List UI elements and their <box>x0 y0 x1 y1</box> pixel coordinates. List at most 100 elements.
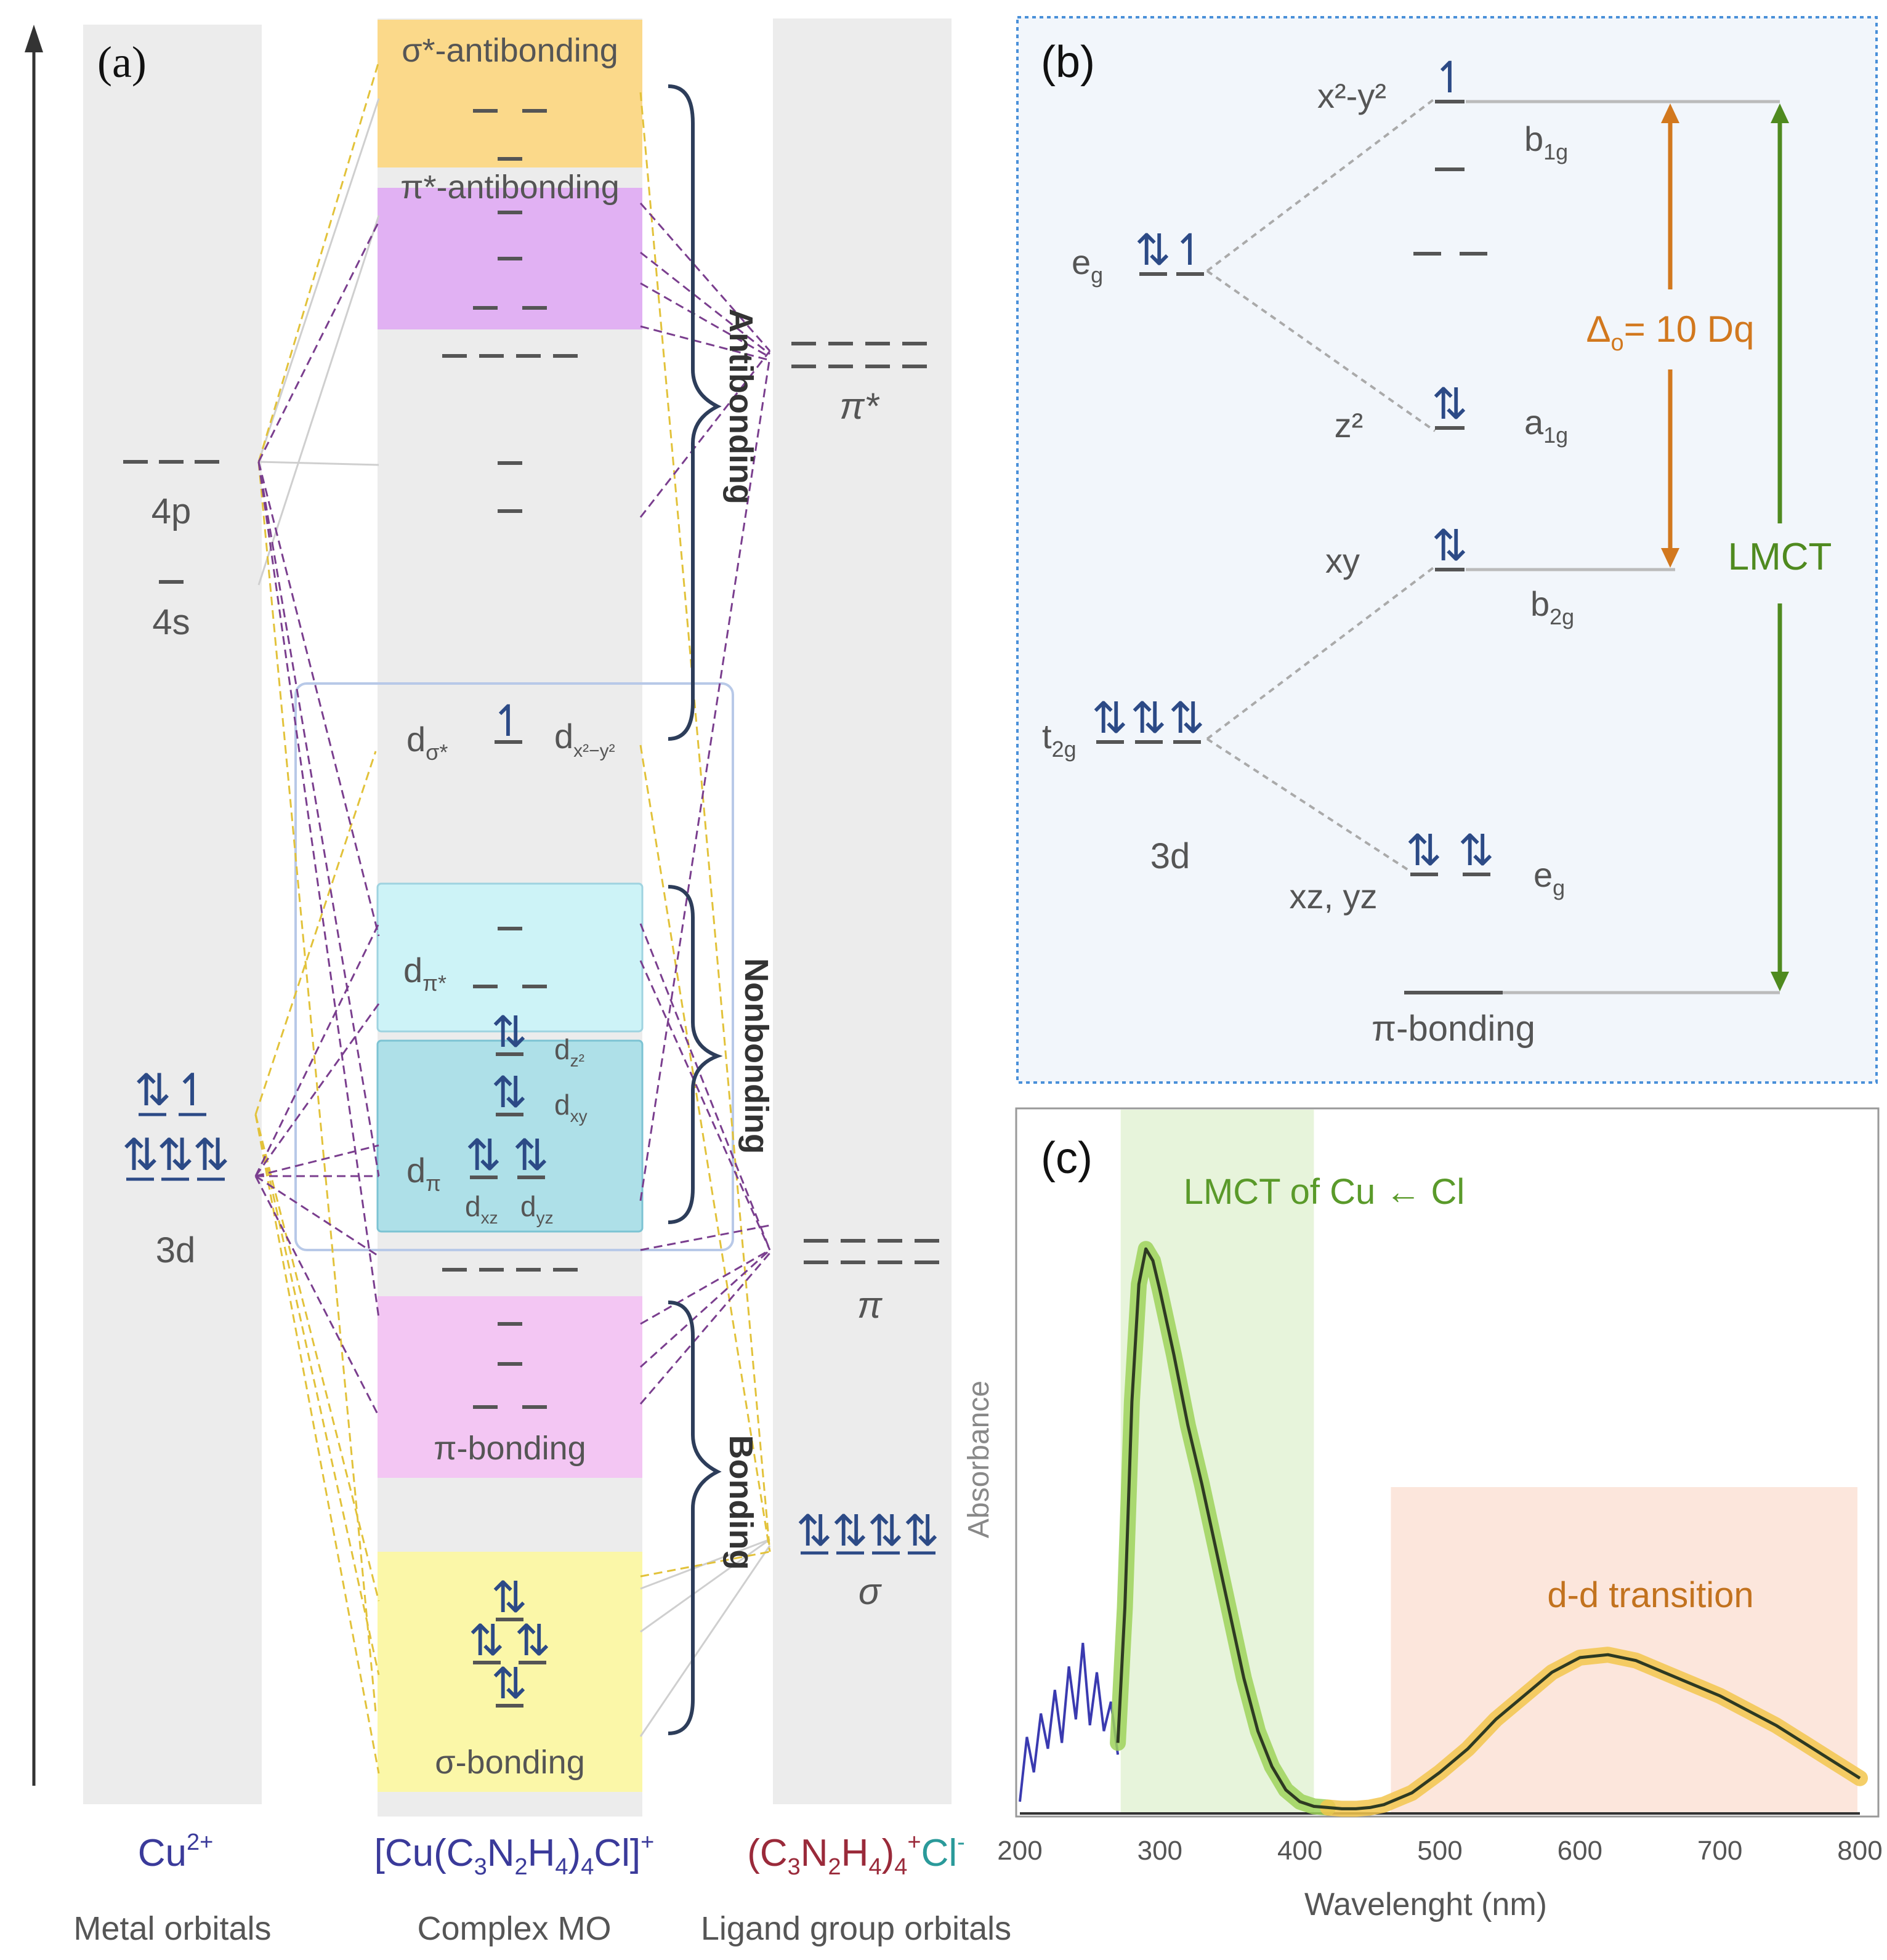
panel-c: (c) LMCT of Cu ← Cl d-d transition 200 30… <box>963 1107 1883 1922</box>
metal-3d-electrons: ⇅ ↿ ⇅ ⇅ ⇅ <box>122 1066 230 1180</box>
svg-text:⇅: ⇅ <box>491 1660 528 1708</box>
xzyz-label: xz, yz <box>1289 877 1377 916</box>
antibonding-label: Antibonding <box>722 309 759 504</box>
svg-text:↿: ↿ <box>1432 54 1468 102</box>
purple-connectors <box>254 203 771 1417</box>
complex-electrons: ↿ ⇅ ⇅ ⇅ ⇅ ⇅ ⇅ ⇅ ⇅ <box>466 697 551 1708</box>
svg-text:↿: ↿ <box>490 697 527 745</box>
x-tick-label: 500 <box>1417 1836 1462 1866</box>
metal-3d-levels <box>126 1113 225 1181</box>
complex-caption: Complex MO <box>417 1910 611 1947</box>
pi-antibonding-label: π*-antibonding <box>400 169 620 206</box>
d-pi-star-label: dπ* <box>403 951 446 996</box>
svg-text:⇅: ⇅ <box>122 1131 159 1180</box>
ligand-sigma-label: σ <box>859 1571 883 1612</box>
t2g-label: t2g <box>1042 717 1077 762</box>
metal-column <box>83 25 262 1804</box>
svg-text:⇅: ⇅ <box>1131 694 1167 742</box>
sigma-antibonding-box <box>378 20 642 167</box>
svg-text:⇅: ⇅ <box>868 1507 904 1555</box>
svg-text:⇅: ⇅ <box>466 1131 502 1179</box>
pi-bonding-b-label: π-bonding <box>1372 1009 1535 1049</box>
d-xz-label: dxz <box>465 1190 498 1227</box>
pi-bonding-label: π-bonding <box>434 1430 586 1467</box>
d-z2-label: dz² <box>554 1033 584 1070</box>
ligand-levels <box>791 342 939 1264</box>
b2g-label: b2g <box>1530 584 1574 629</box>
lmct-label: LMCT <box>1728 536 1832 578</box>
d-x2y2-label: dx²−y² <box>554 717 615 761</box>
splitting-lines <box>1206 97 1436 873</box>
svg-text:⇅: ⇅ <box>1432 380 1468 428</box>
eg-label: eg <box>1072 243 1103 288</box>
a1g-label: a1g <box>1524 403 1568 448</box>
panel-b-frame <box>1016 16 1878 1084</box>
svg-text:⇅: ⇅ <box>1092 694 1128 742</box>
braces <box>668 84 723 1735</box>
delta-label: Δo= 10 Dq <box>1586 309 1754 356</box>
svg-text:⇅: ⇅ <box>1432 522 1468 570</box>
b-3d-label: 3d <box>1150 836 1190 876</box>
d-sigma-star-label: dσ* <box>406 720 448 765</box>
panel-b: (b) <box>1016 16 1878 1084</box>
b-electrons: ↿ ⇅ ⇅ ⇅ ⇅ ⇅ ↿ ⇅ ⇅ ⇅ <box>1092 54 1495 874</box>
x-tick-label: 400 <box>1277 1836 1322 1866</box>
svg-text:⇅: ⇅ <box>1135 226 1171 274</box>
grey-connectors <box>257 98 771 1737</box>
metal-title: Cu2+ <box>138 1829 214 1874</box>
x-tick-label: 300 <box>1137 1836 1182 1866</box>
energy-axis-arrowhead <box>25 25 43 52</box>
svg-text:⇅: ⇅ <box>491 1068 528 1116</box>
yellow-connectors <box>254 61 771 1774</box>
metal-caption: Metal orbitals <box>73 1910 271 1947</box>
delta-arrowhead-up <box>1661 103 1679 123</box>
svg-text:⇅: ⇅ <box>513 1131 549 1179</box>
svg-text:⇅: ⇅ <box>1169 694 1205 742</box>
d-pi-box <box>376 1039 644 1233</box>
svg-text:⇅: ⇅ <box>469 1616 505 1664</box>
pi-bonding-box <box>378 1296 642 1478</box>
z2-label: z² <box>1335 406 1364 445</box>
y-axis-label: Absorbance <box>963 1381 995 1538</box>
panel-a-label: (a) <box>97 38 147 87</box>
ligand-pi-label: π <box>857 1284 883 1326</box>
x-tick-label: 800 <box>1837 1836 1882 1866</box>
svg-text:⇅: ⇅ <box>157 1131 194 1180</box>
x-tick-label: 200 <box>997 1836 1042 1866</box>
nonbonding-frame <box>294 682 734 1251</box>
plot-lines <box>1019 1241 1868 1817</box>
svg-text:⇅: ⇅ <box>491 1573 528 1621</box>
metal-levels <box>123 460 219 584</box>
panel-c-label: (c) <box>1041 1134 1093 1183</box>
svg-text:⇅: ⇅ <box>193 1131 230 1180</box>
level-connectors <box>1466 100 1780 994</box>
b-levels <box>1096 100 1503 994</box>
ligand-title: (C3N2H4)4+Cl- <box>747 1829 965 1880</box>
nonbonding-label: Nonbonding <box>738 958 775 1154</box>
ligand-caption: Ligand group orbitals <box>701 1910 1011 1947</box>
label-3d: 3d <box>156 1230 196 1270</box>
sigma-antibonding-label: σ*-antibonding <box>402 32 618 69</box>
svg-text:⇅: ⇅ <box>1406 826 1442 874</box>
lmct-arrowhead-down <box>1771 972 1789 991</box>
lmct-region <box>1120 1110 1314 1813</box>
sigma-bonding-label: σ-bonding <box>435 1744 585 1781</box>
svg-text:⇅: ⇅ <box>1458 826 1495 874</box>
lmct-arrowhead-up <box>1771 103 1789 123</box>
svg-text:↿: ↿ <box>174 1066 211 1115</box>
absorbance-series-line <box>1116 1247 1861 1810</box>
delta-arrowhead-down <box>1661 548 1679 568</box>
complex-title: [Cu(C3N2H4)4Cl]+ <box>374 1829 655 1880</box>
panel-b-label: (b) <box>1041 38 1095 87</box>
label-4p: 4p <box>152 491 192 531</box>
baseline-series-line <box>1019 1642 1120 1802</box>
svg-text:⇅: ⇅ <box>903 1507 940 1555</box>
x-tick-label: 600 <box>1558 1836 1602 1866</box>
svg-text:⇅: ⇅ <box>515 1616 551 1664</box>
b1g-label: b1g <box>1524 119 1568 164</box>
complex-levels <box>442 109 578 1708</box>
bonding-label: Bonding <box>722 1435 759 1570</box>
svg-text:↿: ↿ <box>1172 226 1208 274</box>
d-yz-label: dyz <box>520 1190 554 1227</box>
